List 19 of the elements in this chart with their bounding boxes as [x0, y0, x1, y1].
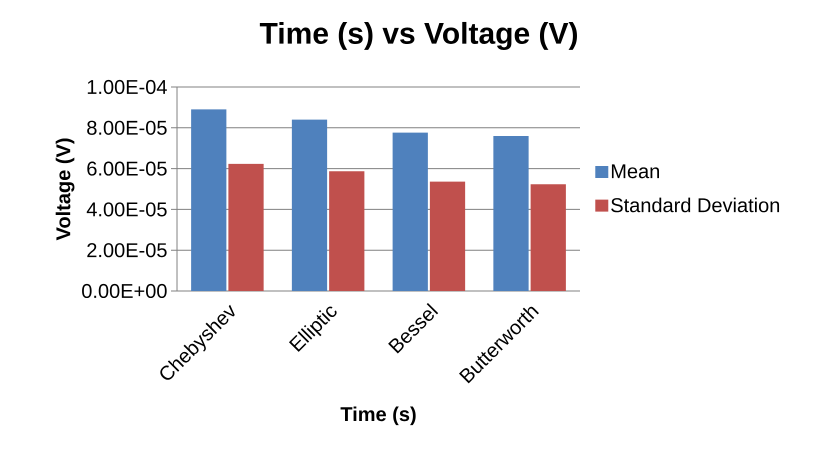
- bar: [228, 164, 264, 291]
- y-tick-label: 4.00E-05: [86, 202, 167, 216]
- legend-label: Standard Deviation: [611, 198, 780, 212]
- y-tick-label: 2.00E-05: [87, 243, 167, 258]
- bar: [392, 132, 428, 291]
- y-axis-title: Voltage (V): [56, 138, 74, 240]
- bar: [430, 182, 466, 291]
- x-axis-title: Time (s): [340, 406, 416, 426]
- bar: [191, 109, 226, 291]
- y-tick-label: 8.00E-05: [87, 120, 167, 135]
- bar: [329, 171, 364, 291]
- bar: [530, 184, 566, 291]
- bar: [292, 120, 328, 291]
- chart-title: Time (s) vs Voltage (V): [260, 22, 577, 50]
- bar: [493, 136, 529, 291]
- y-tick-label: 6.00E-05: [87, 162, 167, 176]
- y-tick-label: 1.00E-04: [88, 80, 167, 94]
- y-tick-label: 0.00E+00: [82, 284, 167, 298]
- legend-label: Mean: [612, 164, 659, 178]
